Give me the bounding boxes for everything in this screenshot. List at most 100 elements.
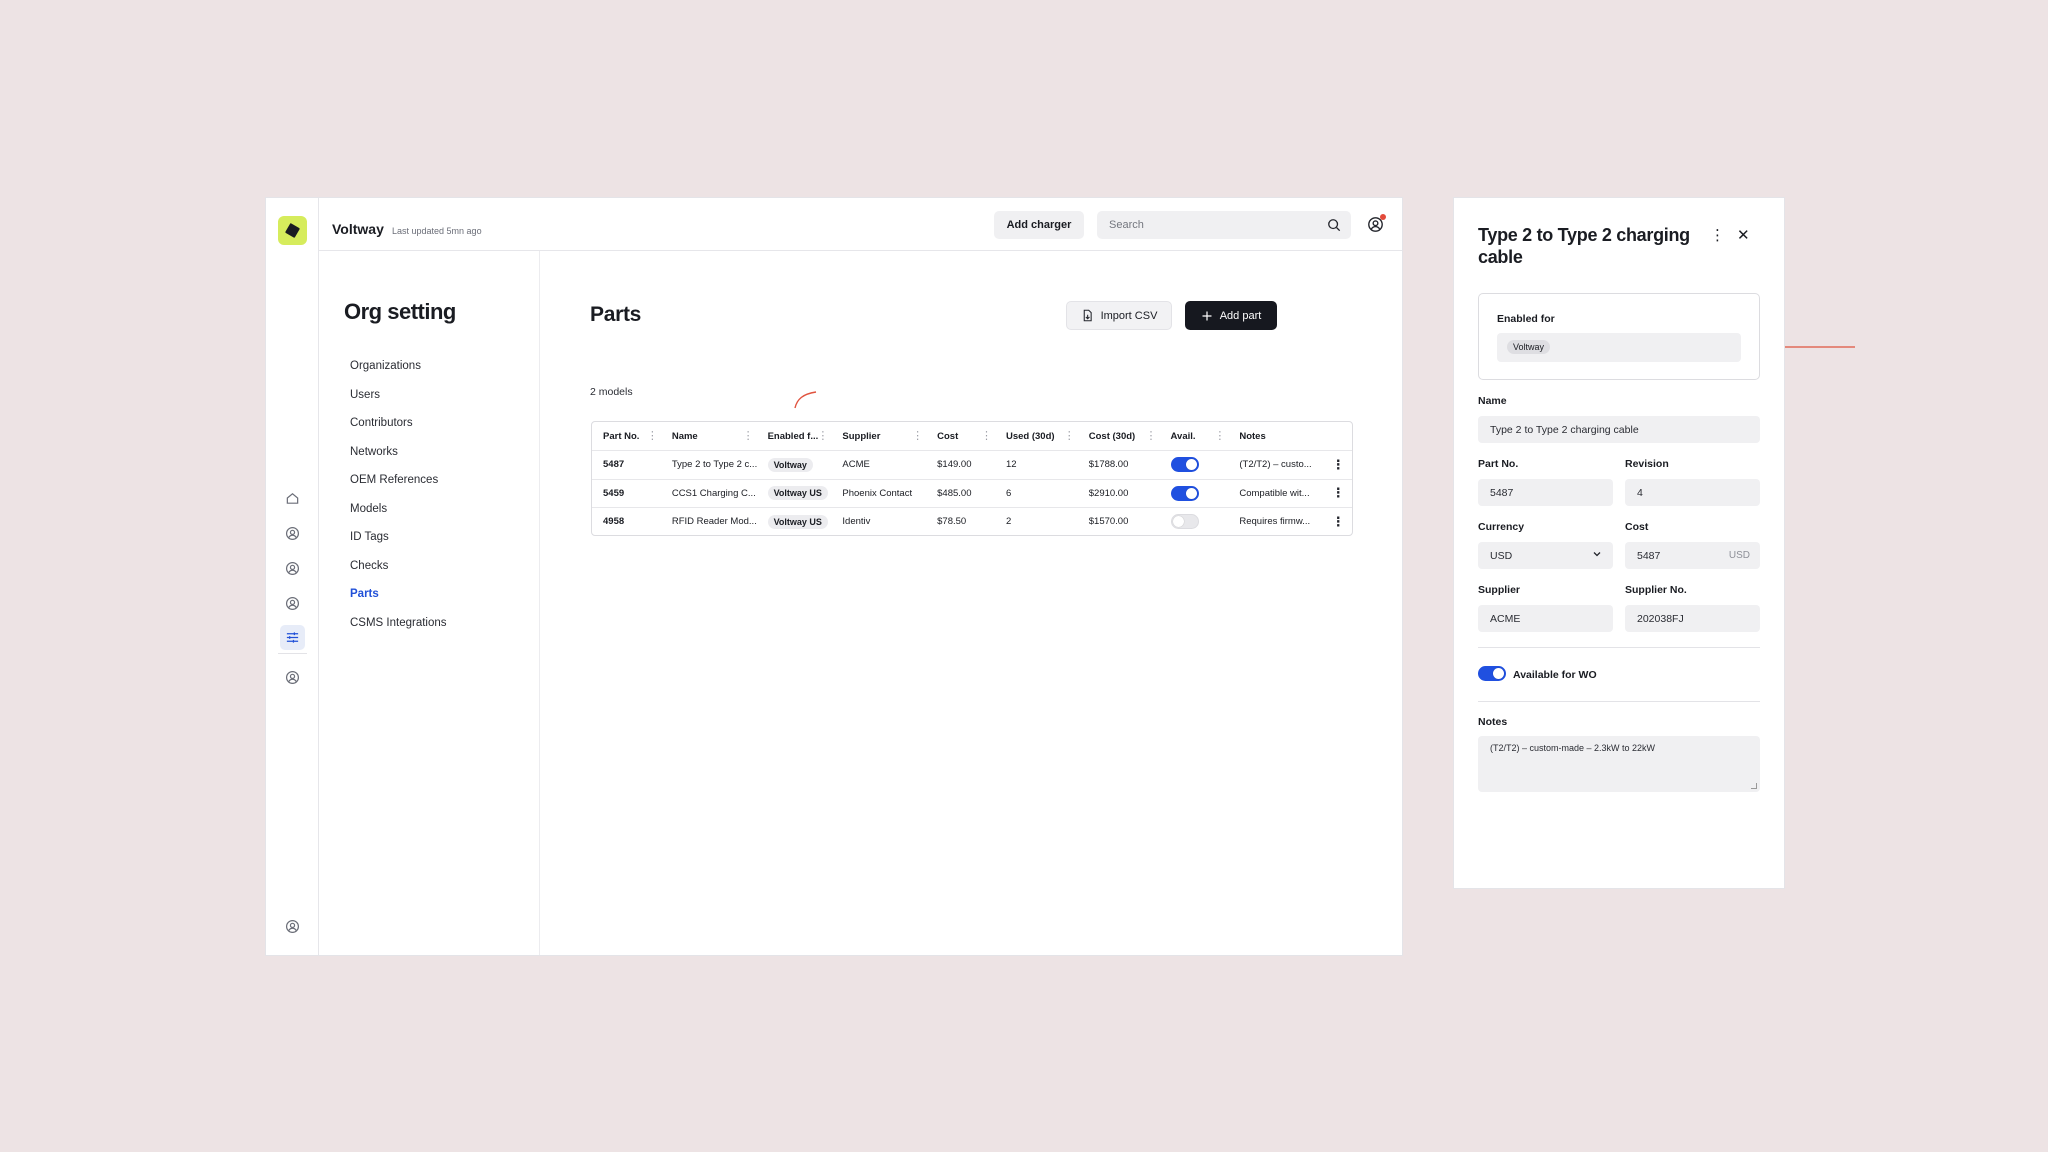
cell-supplier: Identiv (842, 516, 871, 528)
table-row[interactable]: 5459 CCS1 Charging C... Voltway US Phoen… (592, 478, 1352, 507)
cell-part-no: 4958 (603, 516, 625, 528)
page-title: Parts (590, 303, 642, 326)
currency-select[interactable]: USD (1478, 542, 1613, 569)
models-count: 2 models (590, 386, 633, 398)
home-icon[interactable] (280, 486, 305, 511)
cell-part-no: 5487 (603, 459, 625, 471)
cell-used: 12 (1005, 459, 1017, 471)
avail-toggle[interactable] (1170, 485, 1199, 501)
supplier-no-label: Supplier No. (1625, 584, 1687, 596)
available-for-wo-toggle[interactable] (1478, 666, 1506, 681)
resize-handle-icon[interactable] (1751, 783, 1757, 789)
enabled-for-label: Enabled for (1497, 313, 1555, 325)
search-icon (1328, 219, 1341, 232)
cost-field[interactable]: 5487 USD (1625, 542, 1760, 569)
name-label: Name (1478, 395, 1507, 407)
divider (1478, 647, 1760, 648)
file-import-icon (1083, 309, 1092, 322)
table-row[interactable]: 4958 RFID Reader Mod... Voltway US Ident… (592, 506, 1352, 535)
settings-title: Org setting (344, 299, 456, 324)
nav-item-oem-references[interactable]: OEM References (350, 474, 439, 486)
supplier-no-field[interactable]: 202038FJ (1625, 605, 1760, 632)
cell-cost: $149.00 (937, 459, 972, 471)
col-header-cost[interactable]: Cost (926, 422, 995, 450)
settings-nav-list: Organizations Users Contributors Network… (350, 360, 447, 645)
cell-enabled-for: Voltway (757, 451, 832, 478)
revision-field[interactable]: 4 (1625, 479, 1760, 506)
add-part-label: Add part (1219, 309, 1262, 322)
top-bar: Voltway Last updated 5mn ago Add charger… (319, 198, 1402, 251)
add-charger-button[interactable]: Add charger (994, 211, 1084, 239)
avail-toggle[interactable] (1170, 514, 1199, 530)
enabled-for-field[interactable]: Voltway (1497, 333, 1741, 362)
row-menu-icon[interactable]: ⋮ (1331, 456, 1345, 472)
col-header-actions (1324, 422, 1352, 450)
table-row[interactable]: 5487 Type 2 to Type 2 c... Voltway ACME … (592, 450, 1352, 478)
nav-item-id-tags[interactable]: ID Tags (350, 531, 389, 543)
cell-cost-30d: $1788.00 (1088, 459, 1129, 471)
nav-item-csms-integrations[interactable]: CSMS Integrations (350, 616, 447, 629)
col-header-supplier[interactable]: Supplier (831, 422, 926, 450)
currency-value: USD (1490, 549, 1513, 562)
part-no-field[interactable]: 5487 (1478, 479, 1613, 506)
notes-textarea[interactable]: (T2/T2) – custom-made – 2.3kW to 22kW (1478, 736, 1760, 792)
col-header-enabled-for[interactable]: Enabled f... (757, 422, 832, 450)
col-header-notes[interactable]: Notes (1239, 430, 1266, 442)
app-window: Voltway Last updated 5mn ago Add charger… (265, 197, 1403, 956)
import-csv-button[interactable]: Import CSV (1066, 301, 1172, 330)
rail-divider (278, 653, 307, 654)
user-circle-icon[interactable] (280, 665, 305, 690)
col-header-cost-30d[interactable]: Cost (30d) (1078, 422, 1160, 450)
col-header-avail[interactable]: Avail. (1160, 422, 1229, 450)
close-icon[interactable]: ✕ (1737, 227, 1750, 244)
user-circle-icon[interactable] (280, 591, 305, 616)
cell-supplier: ACME (842, 459, 870, 471)
notes-label: Notes (1478, 716, 1508, 728)
row-menu-icon[interactable]: ⋮ (1331, 485, 1345, 501)
row-menu-icon[interactable]: ⋮ (1331, 513, 1345, 529)
app-logo[interactable] (278, 216, 307, 245)
avail-toggle[interactable] (1170, 457, 1199, 473)
enabled-chip[interactable]: Voltway (1507, 340, 1551, 354)
cell-notes: (T2/T2) – custo... (1239, 459, 1312, 471)
supplier-field[interactable]: ACME (1478, 605, 1613, 632)
add-part-button[interactable]: Add part (1185, 301, 1277, 330)
user-circle-icon[interactable] (280, 556, 305, 581)
sliders-icon[interactable] (280, 625, 305, 650)
name-field[interactable]: Type 2 to Type 2 charging cable (1478, 416, 1760, 443)
cell-supplier: Phoenix Contact (842, 487, 913, 499)
nav-item-parts[interactable]: Parts (350, 588, 379, 600)
nav-item-models[interactable]: Models (350, 502, 388, 515)
nav-item-users[interactable]: Users (350, 388, 381, 401)
search-placeholder: Search (1109, 219, 1144, 231)
cell-enabled-for: Voltway US (757, 480, 832, 507)
currency-label: Currency (1478, 521, 1525, 533)
revision-label: Revision (1625, 458, 1669, 470)
user-circle-icon[interactable] (280, 914, 305, 939)
chevron-down-icon (1593, 552, 1601, 557)
cell-name: RFID Reader Mod... (671, 516, 757, 528)
nav-item-checks[interactable]: Checks (350, 559, 389, 572)
brand-name: Voltway (332, 221, 384, 237)
panel-title: Type 2 to Type 2 charging cable (1478, 225, 1690, 267)
parts-table: Part No. Name Enabled f... Supplier Cost… (591, 421, 1353, 537)
nav-item-organizations[interactable]: Organizations (350, 360, 421, 372)
nav-item-contributors[interactable]: Contributors (350, 417, 413, 429)
search-input[interactable]: Search (1097, 211, 1351, 239)
nav-item-networks[interactable]: Networks (350, 445, 398, 458)
cell-cost: $485.00 (937, 487, 972, 499)
cell-avail (1160, 451, 1229, 478)
user-avatar-icon[interactable] (1367, 214, 1386, 233)
user-circle-icon[interactable] (280, 521, 305, 546)
enabled-chip: Voltway (767, 457, 813, 472)
col-header-name[interactable]: Name (661, 422, 757, 450)
more-icon[interactable]: ⋮ (1710, 227, 1725, 244)
cost-currency-suffix: USD (1728, 550, 1750, 561)
cell-cost: $78.50 (937, 516, 967, 528)
col-header-part-no[interactable]: Part No. (592, 422, 661, 450)
part-detail-panel: Type 2 to Type 2 charging cable ⋮ ✕ Enab… (1453, 197, 1785, 889)
cell-cost-30d: $2910.00 (1088, 487, 1129, 499)
plus-icon (1202, 311, 1212, 320)
parts-content: Parts Import CSV Add part 2 models Part … (540, 251, 1402, 955)
col-header-used[interactable]: Used (30d) (995, 422, 1078, 450)
